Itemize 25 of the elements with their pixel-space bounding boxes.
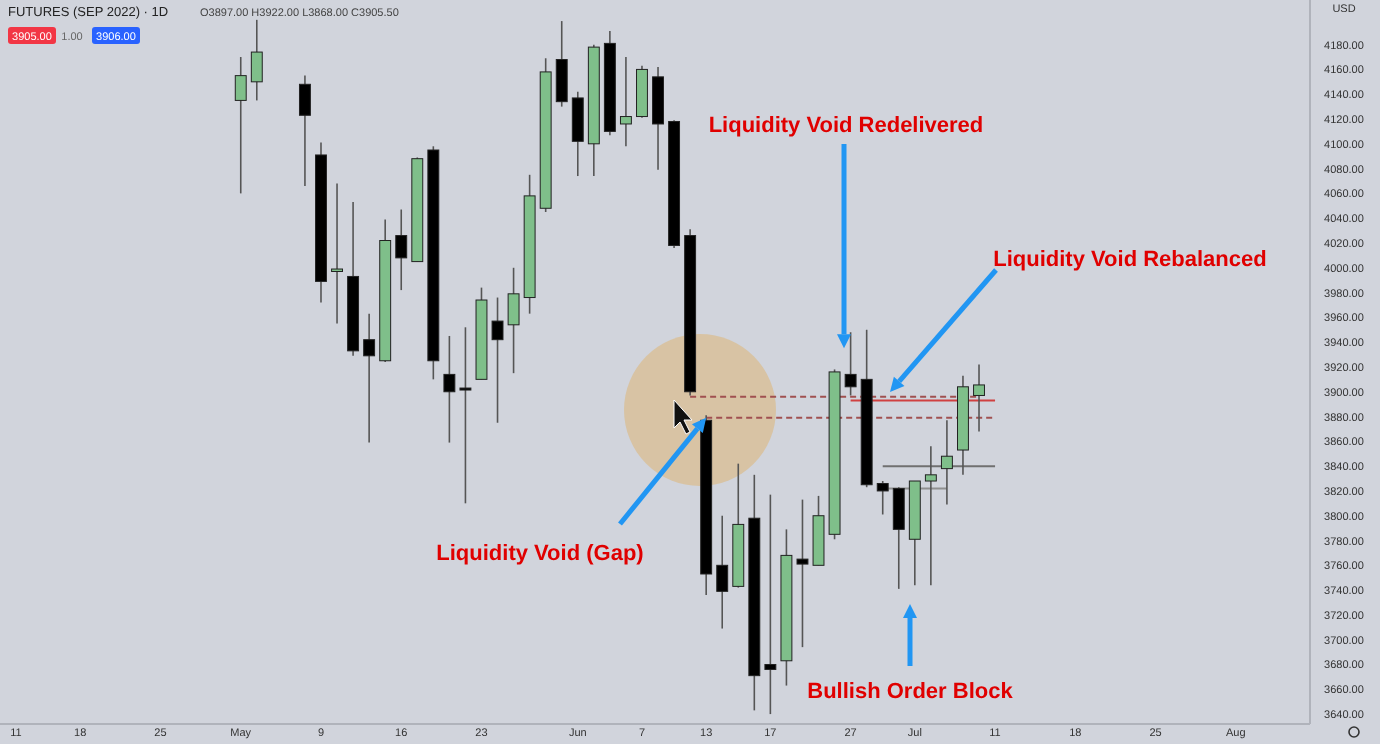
candlestick xyxy=(331,182,343,325)
candlestick xyxy=(764,493,777,715)
candlestick xyxy=(892,486,905,590)
candlestick xyxy=(940,419,953,506)
candlestick xyxy=(555,20,568,108)
candlestick xyxy=(571,90,584,177)
candlestick xyxy=(973,363,985,433)
candlestick xyxy=(619,56,632,148)
candlestick xyxy=(924,445,937,586)
candlestick xyxy=(250,19,263,102)
annotation: Liquidity Void Rebalanced xyxy=(993,248,1267,272)
candlestick xyxy=(234,56,247,195)
candlestick xyxy=(395,208,408,291)
candlestick xyxy=(636,64,648,119)
candlestick xyxy=(876,480,889,516)
candlestick xyxy=(443,335,456,444)
candlestick xyxy=(298,74,311,187)
candlestick xyxy=(844,331,857,397)
annotation: Liquidity Void (Gap) xyxy=(436,542,645,566)
candlestick xyxy=(652,66,664,171)
candlestick xyxy=(459,326,472,505)
annotation: Bullish Order Block xyxy=(807,680,1015,704)
candlestick xyxy=(716,514,729,630)
candlestick xyxy=(363,312,376,444)
annotation: Liquidity Void Redelivered xyxy=(708,114,984,138)
